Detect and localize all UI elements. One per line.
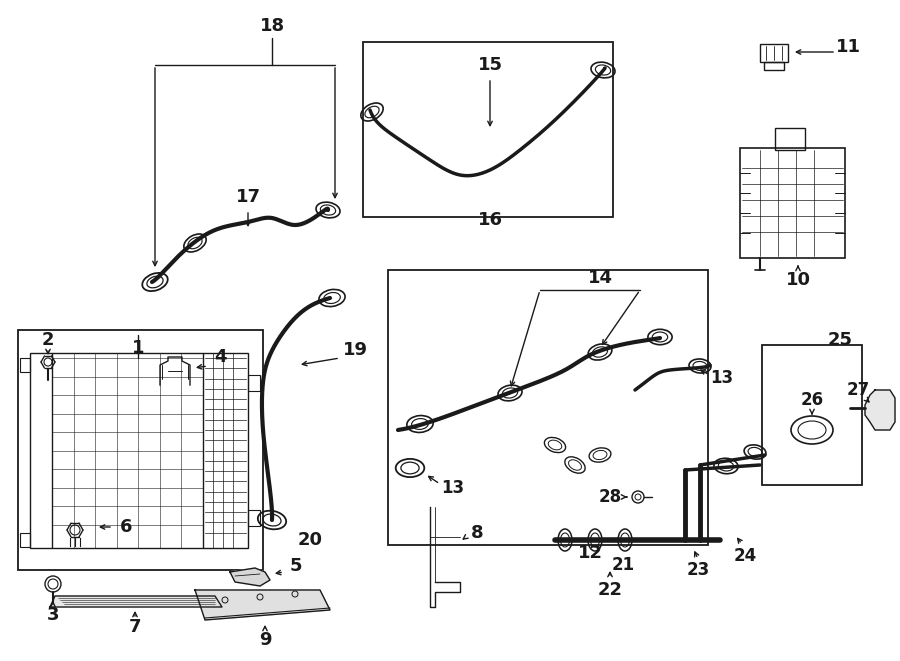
Text: 16: 16 xyxy=(478,211,502,229)
Text: 13: 13 xyxy=(441,479,464,497)
Bar xyxy=(203,353,248,548)
Text: 27: 27 xyxy=(846,381,869,399)
Bar xyxy=(248,375,260,391)
Text: 9: 9 xyxy=(259,631,271,649)
Bar xyxy=(764,62,784,70)
Text: 10: 10 xyxy=(786,271,811,289)
Text: 5: 5 xyxy=(290,557,302,575)
Text: 24: 24 xyxy=(734,547,757,565)
Text: 22: 22 xyxy=(598,581,623,599)
Text: 6: 6 xyxy=(120,518,132,536)
Text: 20: 20 xyxy=(298,531,322,549)
Bar xyxy=(363,42,613,217)
Bar xyxy=(248,510,260,526)
Polygon shape xyxy=(865,390,895,430)
Text: 4: 4 xyxy=(214,348,226,366)
Text: 15: 15 xyxy=(478,56,502,74)
Text: 8: 8 xyxy=(471,524,483,542)
Bar xyxy=(20,358,30,372)
Bar xyxy=(18,330,263,570)
Text: 25: 25 xyxy=(827,331,852,349)
Bar xyxy=(388,270,708,545)
Text: 7: 7 xyxy=(129,618,141,636)
Polygon shape xyxy=(50,596,222,607)
Text: 18: 18 xyxy=(259,17,284,35)
Text: 28: 28 xyxy=(598,488,622,506)
Text: 3: 3 xyxy=(47,606,59,624)
Bar xyxy=(20,533,30,547)
Text: 19: 19 xyxy=(343,341,367,359)
Text: 12: 12 xyxy=(578,544,602,562)
Bar xyxy=(762,345,862,485)
Bar xyxy=(30,353,52,548)
Text: 13: 13 xyxy=(710,369,734,387)
Text: 14: 14 xyxy=(588,269,613,287)
Bar xyxy=(775,128,805,150)
Polygon shape xyxy=(230,568,270,586)
Text: 23: 23 xyxy=(687,561,709,579)
Text: 17: 17 xyxy=(236,188,260,206)
Text: 2: 2 xyxy=(41,331,54,349)
Text: 26: 26 xyxy=(800,391,824,409)
Text: 11: 11 xyxy=(835,38,860,56)
Text: 1: 1 xyxy=(131,339,144,357)
Polygon shape xyxy=(195,590,330,620)
Bar xyxy=(760,44,788,62)
Text: 21: 21 xyxy=(611,556,634,574)
Bar xyxy=(740,148,845,258)
